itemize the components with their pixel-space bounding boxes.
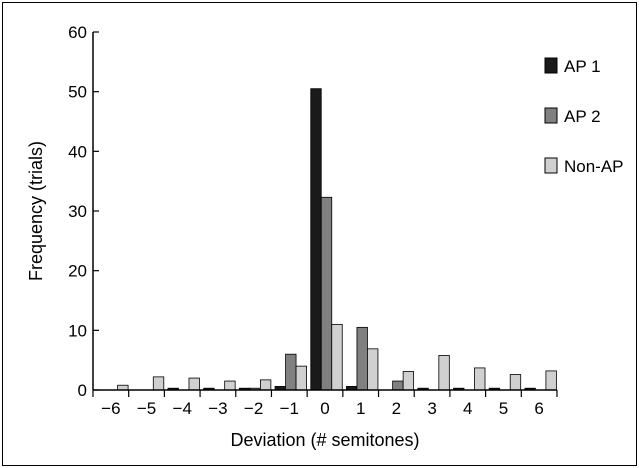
bar-ap-2-5 <box>285 353 297 391</box>
y-axis-label: Frequency (trials) <box>26 141 46 281</box>
x-tick-label: 1 <box>356 399 365 418</box>
legend-label-ap1: AP 1 <box>564 57 601 76</box>
y-tick-label: 20 <box>68 262 87 281</box>
x-tick-label: −2 <box>244 399 263 418</box>
y-ticks-group: 0 10 20 30 40 50 60 <box>68 23 99 400</box>
y-tick-label: 30 <box>68 202 87 221</box>
x-tick-label: 4 <box>463 399 472 418</box>
bar-non-ap-6 <box>331 323 343 391</box>
bar-ap-2-7 <box>356 326 368 391</box>
bar-non-ap-1 <box>152 376 165 391</box>
legend-label-ap2: AP 2 <box>564 107 601 126</box>
x-tick-label: −1 <box>280 399 299 418</box>
bar-non-ap-10 <box>474 367 486 391</box>
x-tick-label: 2 <box>392 399 401 418</box>
bar-non-ap-9 <box>438 354 450 391</box>
x-tick-label: 3 <box>427 399 436 418</box>
x-axis-label: Deviation (# semitones) <box>230 430 419 450</box>
bar-non-ap-8 <box>402 371 415 391</box>
legend-swatch-ap1 <box>544 57 558 74</box>
y-tick-label: 50 <box>68 83 87 102</box>
bar-non-ap-5 <box>295 365 307 391</box>
x-tick-label: 6 <box>534 399 543 418</box>
bar-ap-2-8 <box>392 380 404 391</box>
bar-non-ap-12 <box>545 370 557 391</box>
y-tick-label: 10 <box>68 321 87 340</box>
legend-swatch-ap2 <box>544 107 558 124</box>
bar-non-ap-7 <box>367 348 379 391</box>
legend-label-nonap: Non-AP <box>564 157 624 176</box>
x-tick-label: 5 <box>499 399 508 418</box>
bar-non-ap-4 <box>259 379 272 391</box>
bar-non-ap-11 <box>509 374 522 391</box>
x-tick-label: −3 <box>208 399 227 418</box>
x-tick-label: −6 <box>101 399 120 418</box>
bar-non-ap-2 <box>188 377 200 391</box>
x-ticks-group: −6 −5 −4 −3 −2 −1 0 1 2 3 4 5 6 <box>92 390 558 418</box>
x-tick-label: −5 <box>137 399 156 418</box>
legend: AP 1 AP 2 Non-AP <box>544 57 624 176</box>
bar-non-ap-3 <box>224 380 236 391</box>
legend-swatch-nonap <box>544 157 558 174</box>
bars-group <box>117 88 557 391</box>
y-tick-label: 0 <box>78 381 87 400</box>
bar-ap-2-6 <box>320 196 333 391</box>
y-tick-label: 60 <box>68 23 87 42</box>
x-tick-label: 0 <box>320 399 329 418</box>
x-tick-label: −4 <box>173 399 192 418</box>
bar-ap-1-6 <box>310 88 322 391</box>
y-tick-label: 40 <box>68 142 87 161</box>
